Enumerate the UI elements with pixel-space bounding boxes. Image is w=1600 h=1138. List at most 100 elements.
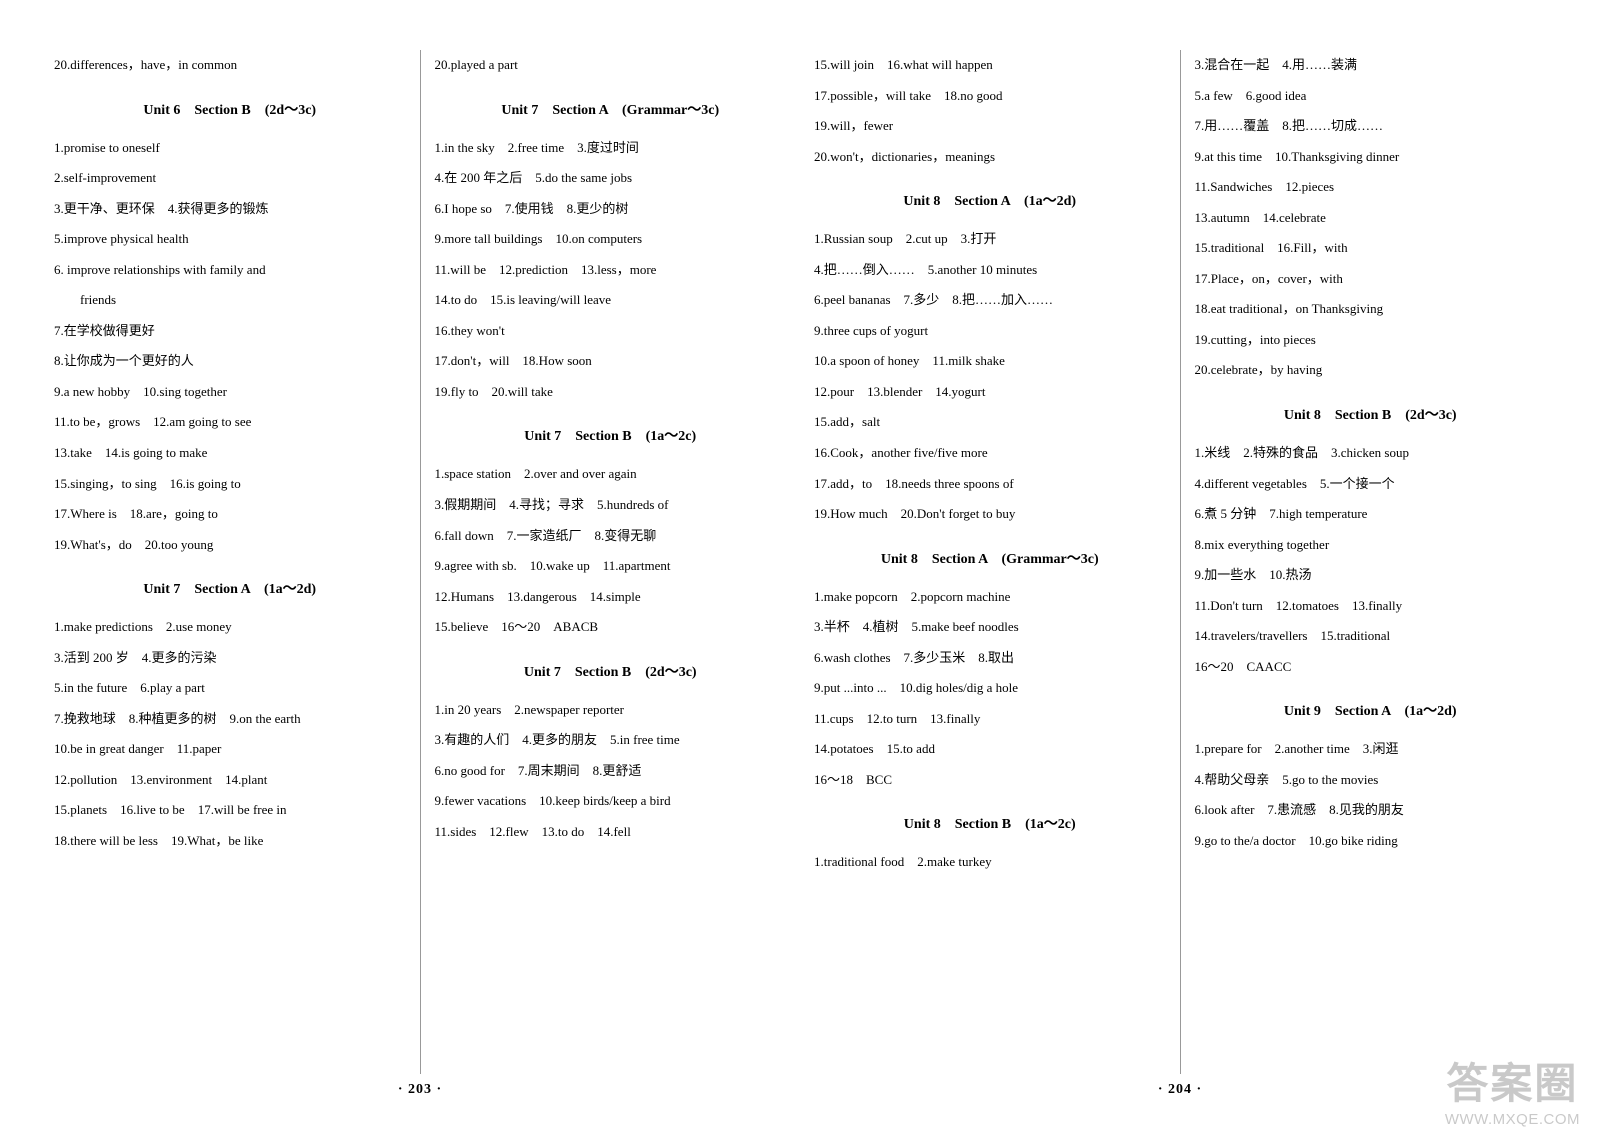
pages.left.col2-line: 19.fly to 20.will take [435, 377, 787, 408]
pages.left.col1-line: 8.让你成为一个更好的人 [54, 346, 406, 377]
pages.right.col1-line: 1.make popcorn 2.popcorn machine [814, 582, 1166, 613]
pages.left.col1-line: 12.pollution 13.environment 14.plant [54, 765, 406, 796]
pages.left.col1-line: 1.make predictions 2.use money [54, 612, 406, 643]
pages.left.col2-line: 4.在 200 年之后 5.do the same jobs [435, 163, 787, 194]
pages.left.col1-line: 11.to be，grows 12.am going to see [54, 407, 406, 438]
pages.left.col1-line: 18.there will be less 19.What，be like [54, 826, 406, 857]
pages.right.col1-line: 9.three cups of yogurt [814, 316, 1166, 347]
pages.right.col2-line: 4.帮助父母亲 5.go to the movies [1195, 765, 1547, 796]
pages.right.col1-line: 14.potatoes 15.to add [814, 734, 1166, 765]
pages.left.col2-line: 9.fewer vacations 10.keep birds/keep a b… [435, 786, 787, 817]
pages.right.col2-heading: Unit 9 Section A (1a～2d) [1195, 700, 1547, 720]
pages.right.col1-line: 16.Cook，another five/five more [814, 438, 1166, 469]
pages.left.col1-heading: Unit 7 Section A (1a～2d) [54, 578, 406, 598]
pages.left.col2-heading: Unit 7 Section A (Grammar～3c) [435, 99, 787, 119]
page-left-columns: 20.differences，have，in common Unit 6 Sect… [40, 50, 800, 1074]
watermark-url: WWW.MXQE.COM [1445, 1111, 1580, 1128]
pages.left.col1-line: friends [54, 285, 406, 316]
pages.left.col2-line: 11.will be 12.prediction 13.less，more [435, 255, 787, 286]
pages.left.col2-line: 9.agree with sb. 10.wake up 11.apartment [435, 551, 787, 582]
pages.left.col2-line: 1.in 20 years 2.newspaper reporter [435, 695, 787, 726]
pages.right.col1-line: 15.will join 16.what will happen [814, 50, 1166, 81]
pages.right.col2-line: 15.traditional 16.Fill，with [1195, 233, 1547, 264]
book-spread: 20.differences，have，in common Unit 6 Sect… [40, 50, 1560, 1098]
pages.right.col2-line: 16～20 CAACC [1195, 652, 1547, 683]
page-left-col1: 20.differences，have，in common Unit 6 Sect… [40, 50, 421, 1074]
pages.left.col2-line: 6.no good for 7.周末期间 8.更舒适 [435, 756, 787, 787]
pages.left.col2-line: 3.有趣的人们 4.更多的朋友 5.in free time [435, 725, 787, 756]
pages.left.col1-line: 10.be in great danger 11.paper [54, 734, 406, 765]
pages.right.col2-line: 3.混合在一起 4.用……装满 [1195, 50, 1547, 81]
pages.left.col2-line: 14.to do 15.is leaving/will leave [435, 285, 787, 316]
pages.left.col2-line: 17.don't，will 18.How soon [435, 346, 787, 377]
pages.right.col1-line: 9.put ...into ... 10.dig holes/dig a hol… [814, 673, 1166, 704]
pages.right.col1-line: 10.a spoon of honey 11.milk shake [814, 346, 1166, 377]
pages.right.col1-line: 4.把……倒入…… 5.another 10 minutes [814, 255, 1166, 286]
pages.left.col2-line: 16.they won't [435, 316, 787, 347]
pages.right.col2-line: 11.Don't turn 12.tomatoes 13.finally [1195, 591, 1547, 622]
page-left: 20.differences，have，in common Unit 6 Sect… [40, 50, 800, 1098]
pages.left.col2-line: 11.sides 12.flew 13.to do 14.fell [435, 817, 787, 848]
pages.right.col2-line: 7.用……覆盖 8.把……切成…… [1195, 111, 1547, 142]
pages.left.col1-line: 19.What's，do 20.too young [54, 530, 406, 561]
pages.left.col1-line: 3.活到 200 岁 4.更多的污染 [54, 643, 406, 674]
pages.left.col1-line: 5.improve physical health [54, 224, 406, 255]
pages.right.col2-line: 6.煮 5 分钟 7.high temperature [1195, 499, 1547, 530]
pages.left.col2-line: 9.more tall buildings 10.on computers [435, 224, 787, 255]
pages.right.col2-line: 14.travelers/travellers 15.traditional [1195, 621, 1547, 652]
pages.right.col1-line: 6.wash clothes 7.多少玉米 8.取出 [814, 643, 1166, 674]
pages.right.col2-line: 19.cutting，into pieces [1195, 325, 1547, 356]
pages.left.col2-heading: Unit 7 Section B (2d～3c) [435, 661, 787, 681]
page-left-number: · 203 · [40, 1082, 800, 1098]
pages.right.col1-line: 17.add，to 18.needs three spoons of [814, 469, 1166, 500]
pages.right.col1-line: 16～18 BCC [814, 765, 1166, 796]
pages.right.col1-line: 12.pour 13.blender 14.yogurt [814, 377, 1166, 408]
pages.left.col2-line: 12.Humans 13.dangerous 14.simple [435, 582, 787, 613]
pages.right.col2-line: 17.Place，on，cover，with [1195, 264, 1547, 295]
pages.left.col1-line: 15.singing，to sing 16.is going to [54, 469, 406, 500]
pages.right.col2-line: 11.Sandwiches 12.pieces [1195, 172, 1547, 203]
pages.left.col2-line: 20.played a part [435, 50, 787, 81]
pages.left.col1-line: 17.Where is 18.are，going to [54, 499, 406, 530]
pages.left.col2-line: 6.I hope so 7.使用钱 8.更少的树 [435, 194, 787, 225]
pages.left.col1-line: 7.挽救地球 8.种植更多的树 9.on the earth [54, 704, 406, 735]
pages.right.col2-line: 9.go to the/a doctor 10.go bike riding [1195, 826, 1547, 857]
watermark-logo: 答案圈 [1446, 1050, 1578, 1111]
page-right: 15.will join 16.what will happen17.possi… [800, 50, 1560, 1098]
pages.left.col1-line: 20.differences，have，in common [54, 50, 406, 81]
page-right-col2: 3.混合在一起 4.用……装满5.a few 6.good idea7.用……覆… [1181, 50, 1561, 1074]
pages.right.col1-line: 1.Russian soup 2.cut up 3.打开 [814, 224, 1166, 255]
pages.left.col1-line: 2.self-improvement [54, 163, 406, 194]
pages.right.col2-line: 8.mix everything together [1195, 530, 1547, 561]
pages.right.col1-line: 15.add，salt [814, 407, 1166, 438]
pages.left.col1-line: 13.take 14.is going to make [54, 438, 406, 469]
pages.left.col2-line: 15.believe 16～20 ABACB [435, 612, 787, 643]
pages.right.col2-line: 18.eat traditional，on Thanksgiving [1195, 294, 1547, 325]
pages.right.col2-line: 5.a few 6.good idea [1195, 81, 1547, 112]
page-right-columns: 15.will join 16.what will happen17.possi… [800, 50, 1560, 1074]
pages.left.col1-heading: Unit 6 Section B (2d～3c) [54, 99, 406, 119]
watermark: 答案圈 WWW.MXQE.COM [1445, 1050, 1580, 1128]
pages.left.col2-heading: Unit 7 Section B (1a～2c) [435, 425, 787, 445]
pages.right.col2-line: 9.at this time 10.Thanksgiving dinner [1195, 142, 1547, 173]
pages.left.col1-line: 15.planets 16.live to be 17.will be free… [54, 795, 406, 826]
pages.right.col2-line: 1.米线 2.特殊的食品 3.chicken soup [1195, 438, 1547, 469]
pages.right.col2-line: 20.celebrate，by having [1195, 355, 1547, 386]
pages.right.col1-line: 20.won't，dictionaries，meanings [814, 142, 1166, 173]
pages.right.col1-heading: Unit 8 Section B (1a～2c) [814, 813, 1166, 833]
page-right-col1: 15.will join 16.what will happen17.possi… [800, 50, 1181, 1074]
pages.left.col2-line: 1.in the sky 2.free time 3.度过时间 [435, 133, 787, 164]
pages.left.col2-line: 3.假期期间 4.寻找；寻求 5.hundreds of [435, 490, 787, 521]
pages.right.col2-heading: Unit 8 Section B (2d～3c) [1195, 404, 1547, 424]
pages.left.col1-line: 5.in the future 6.play a part [54, 673, 406, 704]
pages.right.col2-line: 1.prepare for 2.another time 3.闲逛 [1195, 734, 1547, 765]
pages.right.col2-line: 13.autumn 14.celebrate [1195, 203, 1547, 234]
pages.right.col2-line: 6.look after 7.患流感 8.见我的朋友 [1195, 795, 1547, 826]
page-left-col2: 20.played a part Unit 7 Section A (Gramma… [421, 50, 801, 1074]
pages.right.col2-line: 9.加一些水 10.热汤 [1195, 560, 1547, 591]
pages.right.col1-line: 11.cups 12.to turn 13.finally [814, 704, 1166, 735]
pages.right.col2-line: 4.different vegetables 5.一个接一个 [1195, 469, 1547, 500]
pages.left.col1-line: 7.在学校做得更好 [54, 316, 406, 347]
pages.right.col1-line: 19.will，fewer [814, 111, 1166, 142]
pages.left.col2-line: 6.fall down 7.一家造纸厂 8.变得无聊 [435, 521, 787, 552]
